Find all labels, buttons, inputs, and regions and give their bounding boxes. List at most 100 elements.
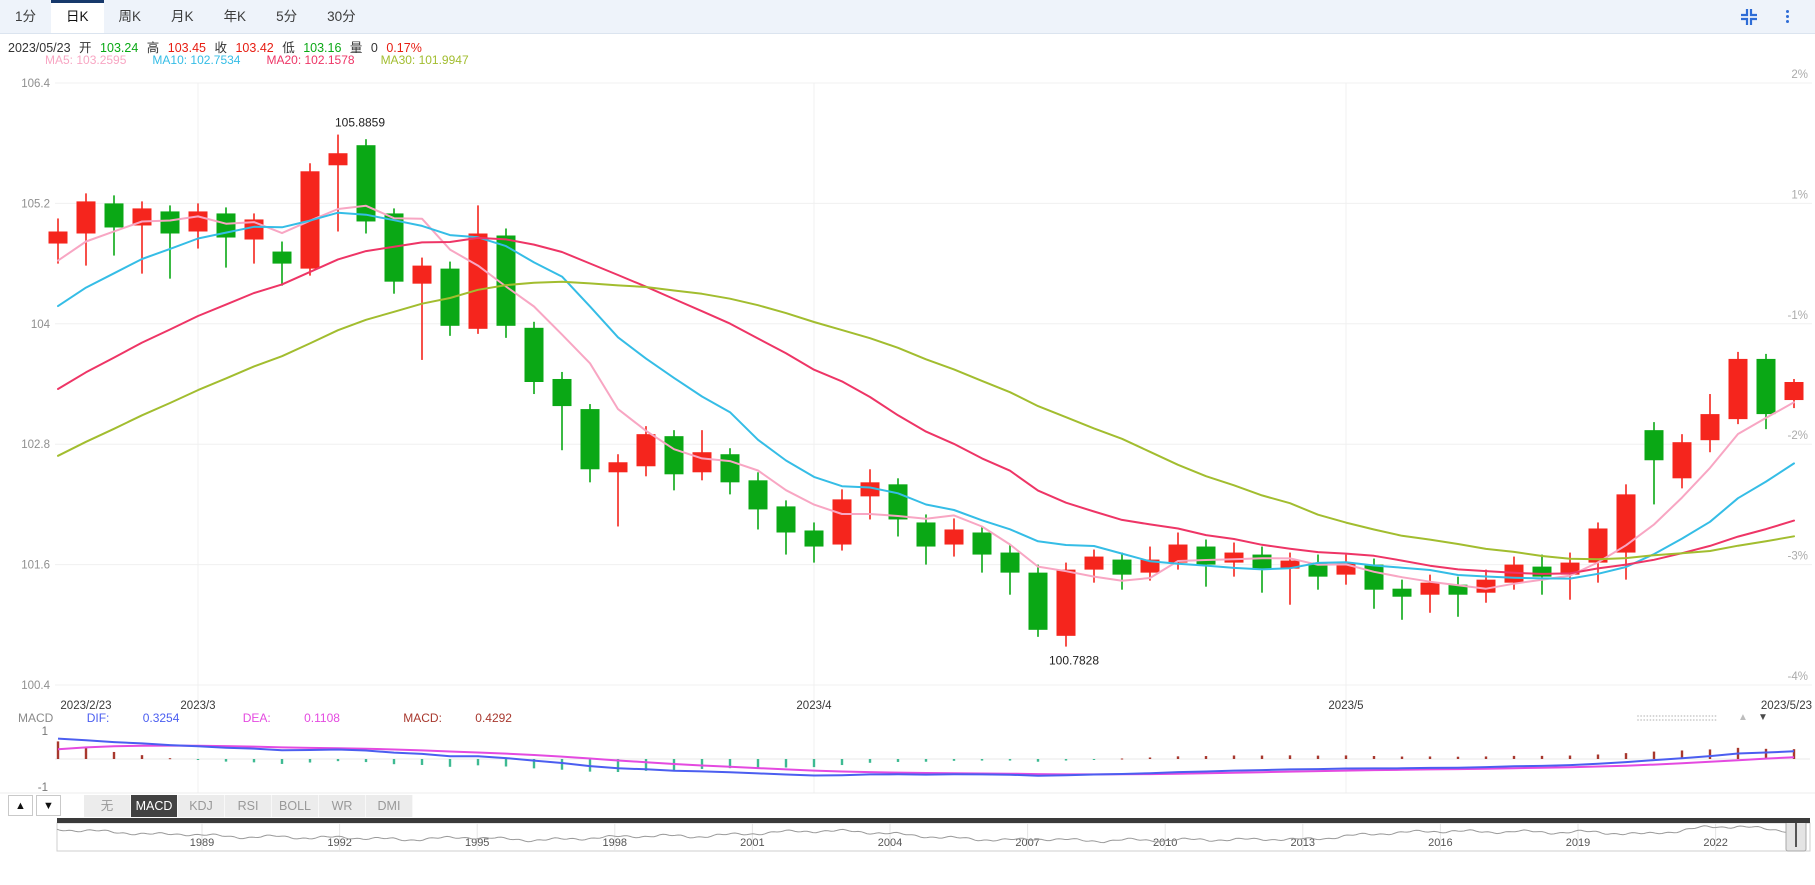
macd-hist-bar (1008, 759, 1012, 761)
candle-body (272, 251, 292, 264)
indicator-up-button[interactable]: ▲ (8, 795, 33, 816)
interval-tab-monthly[interactable]: 月K (171, 9, 194, 24)
interval-tab-30min[interactable]: 30分 (327, 9, 356, 24)
year-label: 2022 (1703, 837, 1727, 849)
indicator-tab-rsi[interactable]: RSI (225, 795, 272, 817)
low-label: 低 (282, 41, 295, 55)
indicator-tab-macd[interactable]: MACD (131, 795, 178, 817)
year-label: 1989 (190, 837, 214, 849)
x-axis-label: 2023/2/23 (60, 700, 111, 712)
pane-up-button[interactable]: ▲ (1735, 711, 1751, 725)
collapse-icon[interactable] (1739, 7, 1759, 27)
percent-axis-label: 2% (1791, 69, 1808, 81)
macd-hist-bar (112, 751, 116, 759)
interval-tab-daily[interactable]: 日K (51, 0, 104, 33)
candle-body (1728, 358, 1748, 420)
timeline-scrubber[interactable]: 1989 1992 1995 1998 2001 2004 2007 2010 2013 2016… (56, 818, 1811, 852)
minimap-history-line (56, 825, 1801, 844)
percent-axis-label: 1% (1791, 189, 1808, 201)
macd-value-readout: MACD: 0.4292 (403, 711, 512, 725)
macd-hist-bar (1624, 753, 1628, 759)
indicator-tab-boll[interactable]: BOLL (272, 795, 319, 817)
candle-body (468, 233, 488, 329)
indicator-tab-kdj[interactable]: KDJ (178, 795, 225, 817)
scrubber-top-bar (57, 818, 1810, 823)
candle-body (1700, 414, 1720, 441)
candle-body (888, 484, 908, 520)
candle-body (1532, 566, 1552, 577)
indicator-tab-none[interactable]: 无 (84, 795, 131, 817)
price-axis-label: 102.8 (21, 439, 50, 451)
macd-hist-bar (756, 759, 760, 768)
ma20-line (57, 236, 1795, 575)
macd-hist-bar (560, 759, 564, 770)
macd-hist-bar (700, 759, 704, 769)
macd-hist-bar (84, 746, 88, 759)
candle-body (916, 522, 936, 547)
macd-hist-bar (140, 755, 144, 759)
candle-body (832, 499, 852, 545)
macd-hist-bar (1428, 756, 1432, 759)
candle-body (1308, 562, 1328, 577)
kebab-menu-icon[interactable] (1777, 7, 1797, 27)
percent-axis-label: -3% (1788, 551, 1808, 563)
candle-body (748, 480, 768, 510)
high-label: 高 (146, 41, 160, 55)
macd-hist-bar (1372, 756, 1376, 759)
candle-body (496, 235, 516, 326)
candle-body (524, 327, 544, 382)
percent-axis-label: -1% (1788, 310, 1808, 322)
year-label: 2019 (1566, 837, 1590, 849)
candle-body (1476, 579, 1496, 593)
candle-body (412, 265, 432, 284)
ma-legend-item-20: MA20: 102.1578 (266, 53, 355, 67)
pane-down-button[interactable]: ▼ (1755, 711, 1771, 725)
candle-body (104, 203, 124, 228)
candle-body (1588, 528, 1608, 563)
ma-legend: MA5: 103.2595 MA10: 102.7534 MA20: 102.157… (45, 53, 495, 67)
candle-body (1280, 560, 1300, 569)
indicator-tab-wr[interactable]: WR (319, 795, 366, 817)
macd-hist-bar (1288, 755, 1292, 759)
candle-body (664, 436, 684, 475)
topbar-icons (1739, 0, 1815, 33)
macd-hist-bar (784, 759, 788, 768)
candle-body (76, 201, 96, 234)
macd-hist-bar (364, 759, 368, 763)
ma-legend-item-30: MA30: 101.9947 (380, 53, 469, 67)
price-axis-label: 101.6 (21, 560, 50, 572)
x-axis-label: 2023/5 (1328, 700, 1363, 712)
indicator-tab-dmi[interactable]: DMI (366, 795, 413, 817)
macd-hist-bar (56, 741, 60, 759)
dif-line (57, 737, 1795, 777)
low-value: 103.16 (303, 41, 342, 55)
candle-body (1616, 494, 1636, 553)
interval-tab-yearly[interactable]: 年K (223, 9, 247, 24)
macd-hist-bar (448, 759, 452, 767)
macd-readout: MACD DIF: 0.3254 DEA: 0.1108 MACD: 0.429… (18, 711, 572, 725)
candle-body (580, 409, 600, 470)
macd-hist-bar (252, 759, 256, 763)
interval-tab-weekly[interactable]: 周K (118, 9, 142, 24)
macd-hist-bar (1568, 755, 1572, 759)
indicator-down-button[interactable]: ▼ (36, 795, 61, 816)
macd-hist-bar (392, 759, 396, 765)
candle-body (552, 378, 572, 407)
candle-body (1448, 584, 1468, 595)
price-axis-label: 105.2 (21, 198, 50, 210)
pane-grip-dots[interactable] (1637, 715, 1717, 721)
year-label: 2016 (1428, 837, 1452, 849)
macd-hist-bar (1596, 754, 1600, 759)
interval-tab-5min[interactable]: 5分 (276, 9, 298, 24)
minimap-handle[interactable] (1785, 818, 1807, 852)
candle-body (608, 462, 628, 473)
macd-hist-bar (1092, 759, 1096, 760)
candle-body (188, 211, 208, 232)
candle-body (720, 454, 740, 483)
candles[interactable] (48, 134, 1804, 647)
ma-legend-item-5: MA5: 103.2595 (45, 53, 127, 67)
candle-body (944, 529, 964, 545)
interval-tab-1min[interactable]: 1分 (15, 9, 37, 24)
indicator-tabs: 无 MACD KDJ RSI BOLL WR DMI (84, 795, 413, 817)
